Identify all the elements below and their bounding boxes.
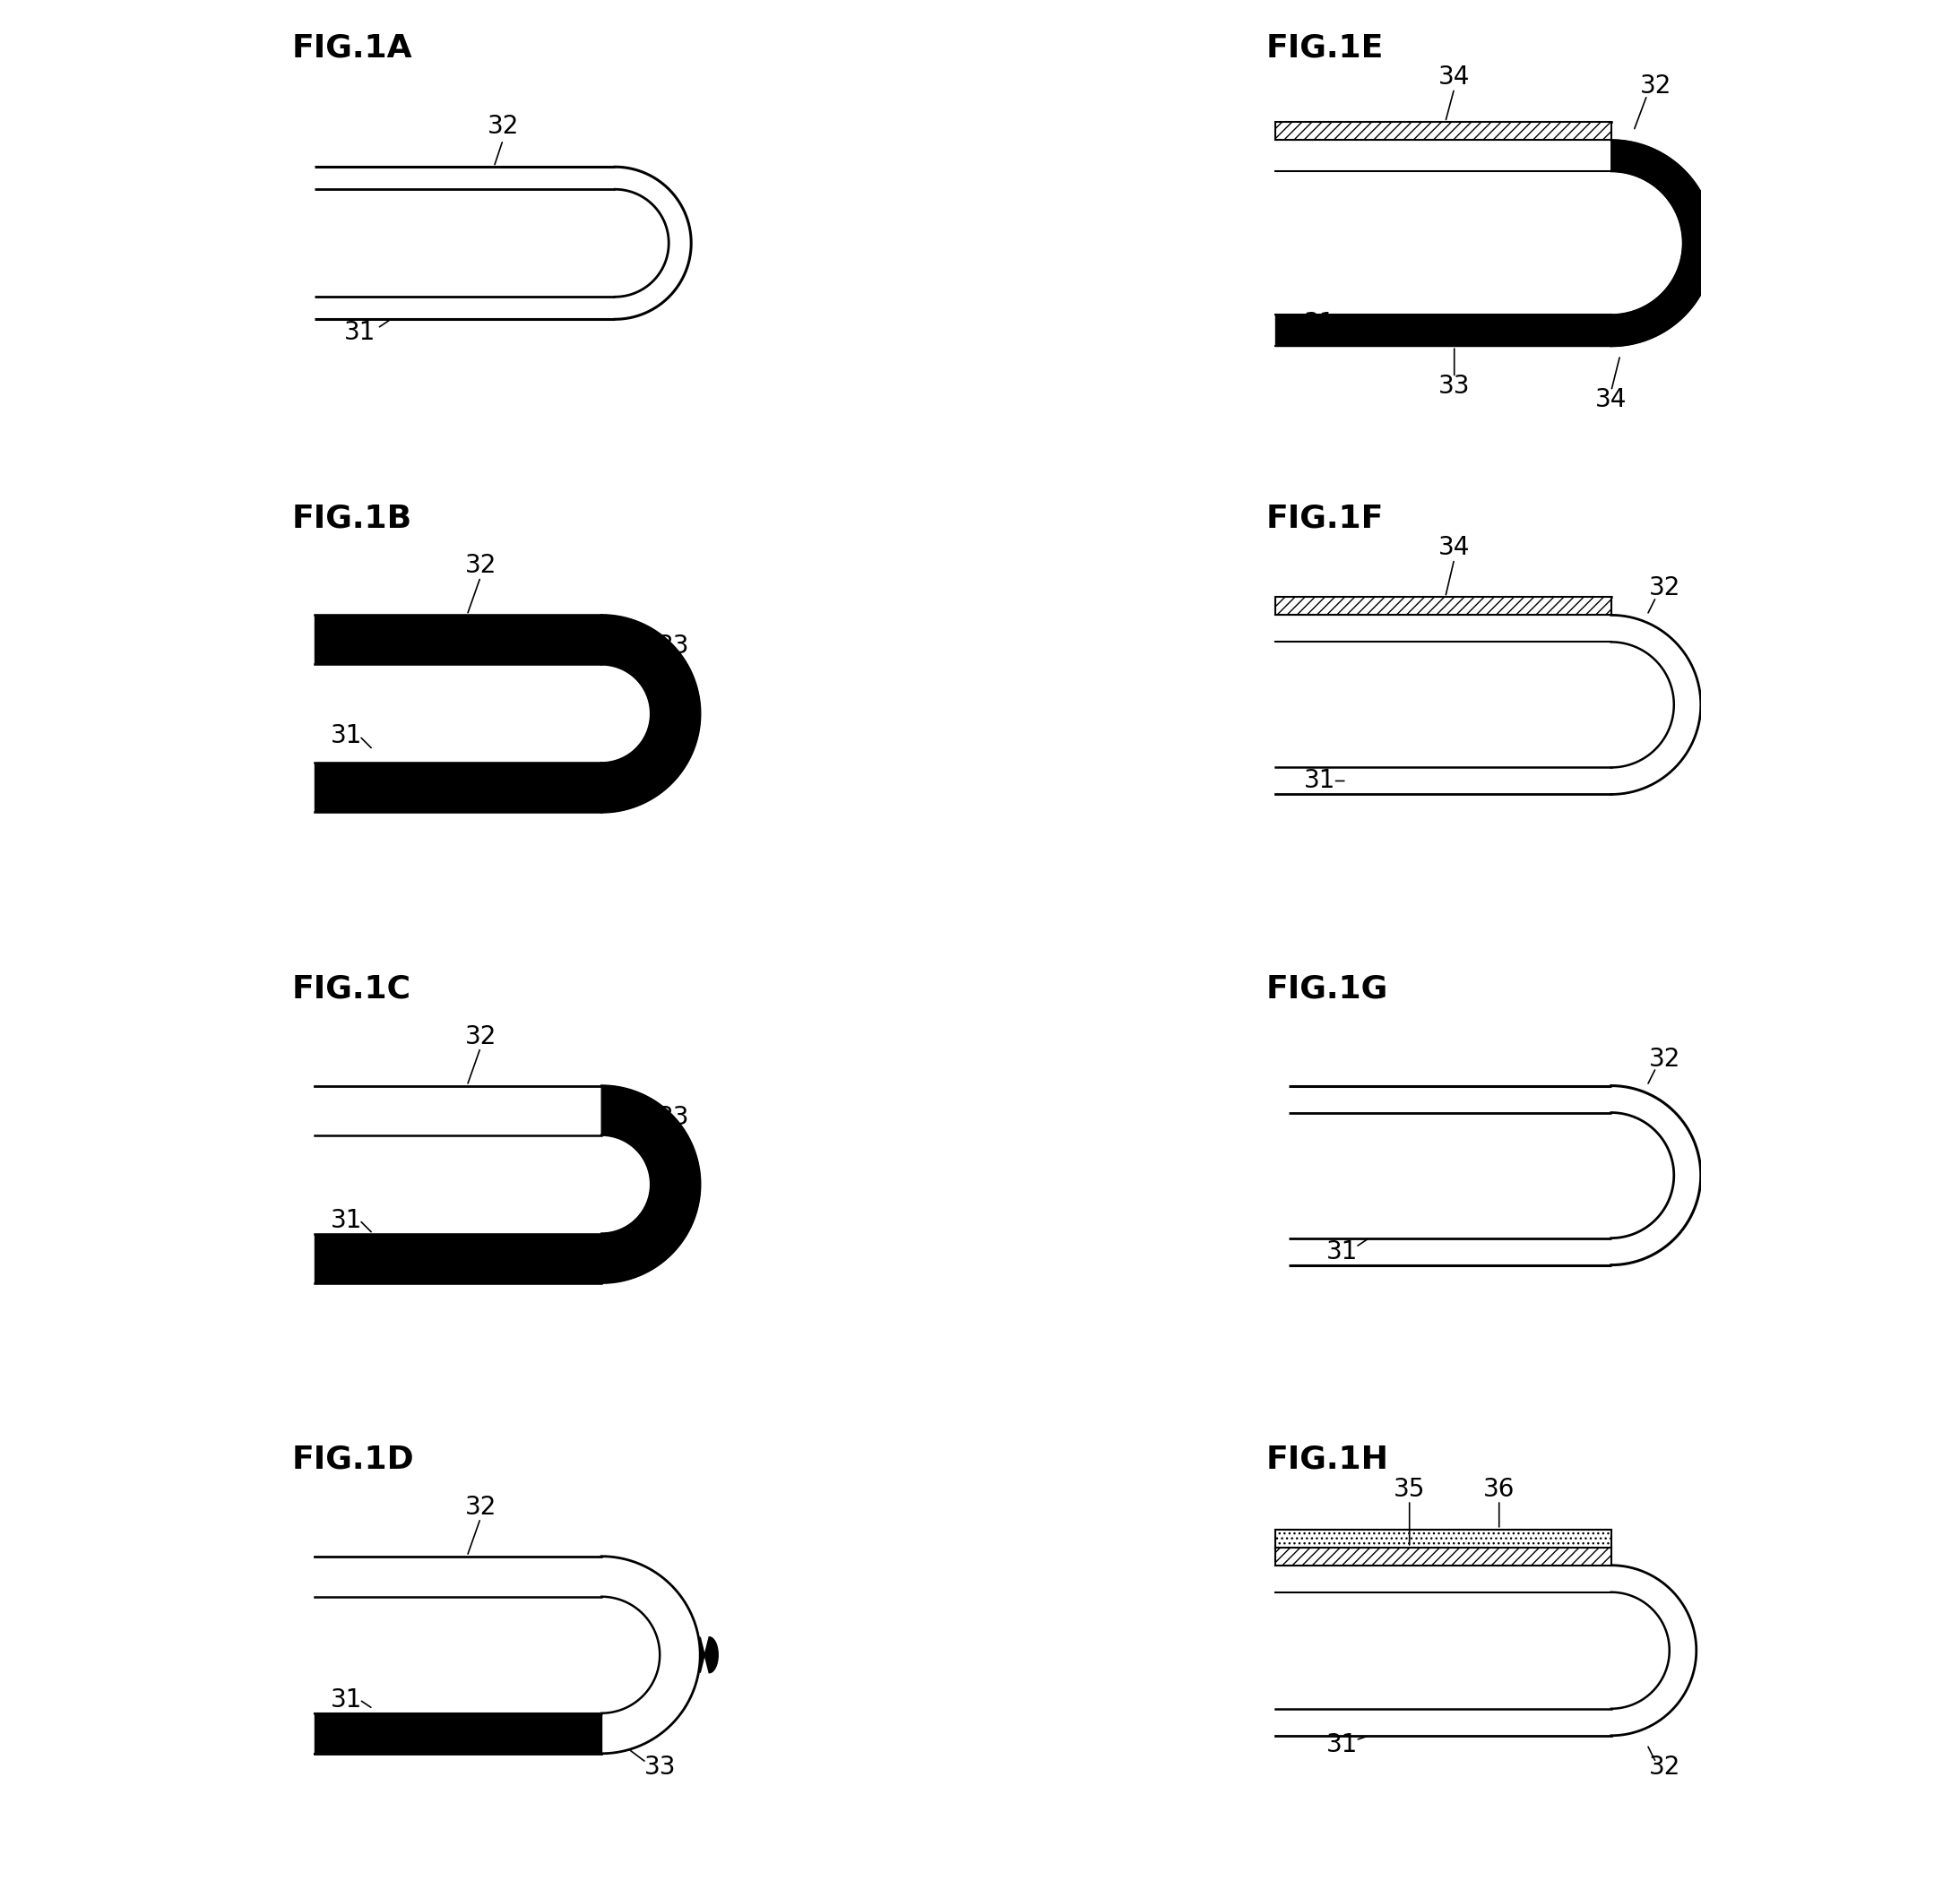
Text: 31: 31 [1303,769,1335,793]
Text: 33: 33 [657,634,690,659]
Text: 31: 31 [329,723,363,748]
Bar [1276,1547,1611,1566]
Text: 32: 32 [465,1494,496,1520]
Polygon shape [602,615,700,812]
Text: 32: 32 [1648,575,1682,602]
Text: 35: 35 [1394,1477,1425,1501]
Text: 32: 32 [465,1023,496,1050]
Text: 34: 34 [1595,387,1627,412]
Text: FIG.1D: FIG.1D [292,1444,416,1475]
Text: 34: 34 [1439,535,1470,560]
Text: FIG.1H: FIG.1H [1266,1444,1390,1475]
Text: 32: 32 [1648,1754,1682,1780]
Text: FIG.1C: FIG.1C [292,974,412,1004]
Text: 31: 31 [1303,311,1335,336]
Text: 33: 33 [657,1105,690,1129]
Text: FIG.1G: FIG.1G [1266,974,1388,1004]
Polygon shape [602,1086,700,1283]
Text: 33: 33 [645,1754,676,1780]
Bar [1276,121,1611,140]
Text: 32: 32 [1641,74,1672,99]
Text: 31: 31 [343,321,374,345]
Bar [1276,598,1611,615]
Text: 32: 32 [486,114,519,139]
Polygon shape [1611,140,1715,345]
Text: 32: 32 [1648,1046,1682,1070]
Text: 33: 33 [1439,374,1470,399]
Text: 31: 31 [1327,1733,1358,1758]
Text: 32: 32 [465,552,496,579]
Text: FIG.1E: FIG.1E [1266,32,1384,63]
Text: 31: 31 [329,1207,363,1232]
Text: 34: 34 [1439,65,1470,89]
Text: 31: 31 [329,1687,363,1712]
Bar [1276,1530,1611,1547]
Text: FIG.1A: FIG.1A [292,32,414,63]
Text: 31: 31 [1327,1239,1358,1264]
Text: FIG.1B: FIG.1B [292,503,412,533]
Text: 36: 36 [1484,1477,1515,1501]
Polygon shape [700,1636,717,1672]
Text: FIG.1F: FIG.1F [1266,503,1384,533]
